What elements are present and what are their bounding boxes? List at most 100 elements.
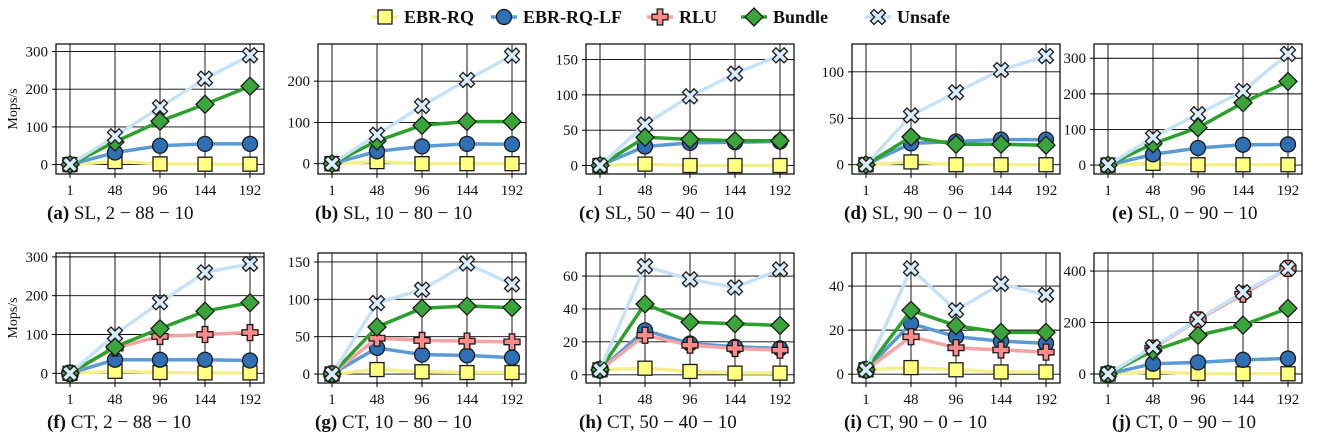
data-point-square-icon — [414, 156, 430, 172]
y-tick-label: 100 — [26, 327, 49, 343]
data-point-square-icon — [1038, 157, 1054, 173]
y-tick-label: 200 — [26, 82, 49, 98]
data-point-xcross-icon — [1037, 286, 1055, 304]
caption-j: (j) CT, 0 − 90 − 10 — [1112, 412, 1256, 434]
x-tick-label: 1 — [596, 183, 604, 199]
plot-frame — [55, 252, 265, 384]
data-point-xcross-icon — [61, 364, 79, 382]
data-point-square-icon — [1235, 366, 1251, 382]
y-tick-label: 0 — [837, 367, 845, 383]
x-tick-label: 96 — [683, 392, 699, 408]
data-point-xcross-icon — [902, 107, 920, 124]
plot-frame — [1093, 252, 1303, 384]
x-tick-label: 1 — [1104, 392, 1112, 408]
data-point-xcross-icon — [458, 71, 476, 89]
caption-text: CT, 0 − 90 − 10 — [1130, 412, 1257, 433]
x-tick-label: 192 — [239, 392, 262, 408]
chart-h: 1 48 96 144 192 0 20 40 60 — [563, 252, 795, 408]
data-point-circle-icon — [196, 135, 214, 153]
caption-a: (a) SL, 2 − 88 − 10 — [47, 203, 194, 225]
y-tick-label: 50 — [563, 123, 578, 139]
data-point-xcross-icon — [151, 293, 169, 311]
data-point-xcross-icon — [1234, 283, 1252, 301]
data-point-diamond-icon — [991, 322, 1011, 343]
data-point-diamond-icon — [1233, 315, 1253, 335]
caption-label: (j) — [1112, 412, 1131, 433]
y-tick-label: 0 — [303, 157, 311, 173]
data-point-diamond-icon — [770, 315, 790, 336]
x-tick-label: 144 — [194, 392, 217, 408]
data-point-xcross-icon — [196, 70, 214, 88]
x-tick-label: 144 — [456, 183, 479, 199]
legend-xcross-icon — [869, 8, 887, 26]
data-point-xcross-icon — [1279, 45, 1297, 63]
data-point-xcross-icon — [857, 361, 875, 379]
x-tick-label: 96 — [683, 183, 699, 199]
data-point-diamond-icon — [770, 130, 790, 151]
x-tick-label: 96 — [949, 392, 965, 408]
data-point-cross-icon — [413, 331, 431, 350]
data-point-xcross-icon — [636, 116, 654, 133]
y-tick-label: 0 — [571, 368, 579, 384]
y-tick-label: 0 — [571, 159, 579, 175]
data-point-circle-icon — [458, 347, 476, 364]
series-ebr-rq — [1100, 364, 1296, 382]
data-point-diamond-icon — [901, 300, 921, 321]
x-tick-label: 192 — [1035, 183, 1058, 199]
series-unsafe — [1099, 260, 1297, 383]
x-tick-label: 192 — [769, 183, 792, 199]
data-point-diamond-icon — [1036, 322, 1056, 343]
legend-circle-icon — [495, 8, 513, 26]
y-tick-label: 100 — [288, 292, 311, 308]
data-point-square-icon — [152, 156, 168, 172]
legend-item-ebr-rq-lf: EBR-RQ-LF — [491, 7, 622, 27]
caption-label: (h) — [579, 412, 603, 433]
x-tick-label: 1 — [862, 183, 870, 199]
data-point-square-icon — [682, 157, 698, 174]
y-tick-label: 100 — [556, 88, 579, 104]
data-point-square-icon — [772, 157, 788, 174]
data-point-diamond-icon — [901, 126, 921, 147]
y-tick-label: 20 — [563, 335, 578, 351]
data-point-diamond-icon — [240, 76, 260, 97]
data-point-diamond-icon — [680, 129, 700, 150]
y-tick-label: 100 — [1064, 122, 1087, 138]
data-point-square-icon — [414, 364, 430, 380]
series-unsafe — [591, 257, 789, 379]
data-point-xcross-icon — [106, 127, 124, 145]
data-point-diamond-icon — [680, 312, 700, 333]
legend-label: EBR-RQ-LF — [523, 7, 622, 27]
x-tick-label: 48 — [638, 183, 653, 199]
data-point-diamond-icon — [1278, 71, 1298, 92]
x-tick-label: 192 — [501, 392, 524, 408]
data-point-diamond-icon — [1188, 325, 1208, 346]
x-tick-label: 48 — [1146, 392, 1161, 408]
data-point-diamond-icon — [725, 313, 745, 334]
data-point-xcross-icon — [1099, 156, 1117, 174]
data-point-xcross-icon — [992, 275, 1010, 293]
data-point-square-icon — [727, 157, 743, 174]
y-tick-label: 40 — [829, 279, 844, 295]
data-point-square-icon — [903, 154, 919, 170]
caption-text: SL, 0 − 90 − 10 — [1133, 203, 1258, 224]
x-tick-label: 144 — [990, 392, 1013, 408]
plot-frame — [585, 43, 795, 175]
data-point-diamond-icon — [150, 111, 170, 132]
y-tick-label: 150 — [288, 255, 311, 271]
caption-label: (a) — [47, 203, 70, 224]
data-point-square-icon — [637, 156, 653, 172]
data-point-diamond-icon — [412, 298, 432, 319]
series-unsafe — [61, 46, 259, 173]
x-tick-label: 1 — [596, 392, 604, 408]
data-point-diamond-icon — [1188, 117, 1208, 138]
caption-text: CT, 10 − 80 − 10 — [337, 412, 472, 433]
legend-label: EBR-RQ — [404, 7, 474, 27]
data-point-circle-icon — [151, 137, 169, 154]
x-tick-label: 96 — [1191, 183, 1207, 199]
series-ebr-rq — [858, 359, 1054, 380]
caption-i: (i) CT, 90 − 0 − 10 — [844, 412, 987, 434]
x-tick-label: 96 — [153, 183, 169, 199]
caption-b: (b) SL, 10 − 80 − 10 — [315, 203, 472, 225]
caption-text: SL, 90 − 0 − 10 — [867, 203, 992, 224]
y-tick-label: 50 — [295, 330, 310, 346]
